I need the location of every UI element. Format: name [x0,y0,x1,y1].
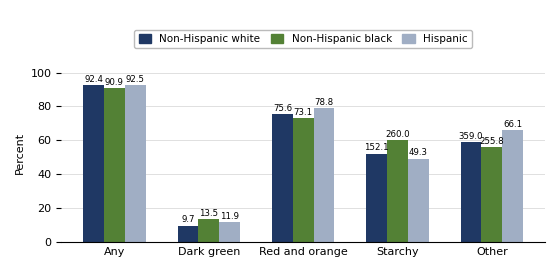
Legend: Non-Hispanic white, Non-Hispanic black, Hispanic: Non-Hispanic white, Non-Hispanic black, … [134,30,472,48]
Text: 92.5: 92.5 [125,75,144,84]
Text: 13.5: 13.5 [199,209,218,218]
Text: 255.8: 255.8 [479,137,504,146]
Text: 92.4: 92.4 [84,75,103,84]
Bar [219,222,240,242]
Bar [461,142,482,242]
Bar [272,114,293,242]
Bar [482,147,502,242]
Text: 359.0: 359.0 [459,132,483,141]
Text: 11.9: 11.9 [220,212,239,221]
Bar [387,140,408,242]
Text: 9.7: 9.7 [181,215,195,224]
Y-axis label: Percent: Percent [15,132,25,174]
Text: 152.1: 152.1 [365,143,389,152]
Text: 78.8: 78.8 [314,98,333,107]
Bar [502,130,523,242]
Bar [198,219,219,242]
Bar [408,159,428,242]
Text: 49.3: 49.3 [409,148,428,157]
Text: 73.1: 73.1 [293,108,312,117]
Text: 90.9: 90.9 [105,78,124,86]
Text: 260.0: 260.0 [385,130,410,139]
Bar [314,109,334,242]
Bar [83,85,104,242]
Bar [293,118,314,242]
Bar [178,226,198,242]
Text: 66.1: 66.1 [503,120,522,129]
Bar [104,88,125,242]
Bar [125,85,146,242]
Bar [366,154,387,242]
Text: 75.6: 75.6 [273,104,292,113]
